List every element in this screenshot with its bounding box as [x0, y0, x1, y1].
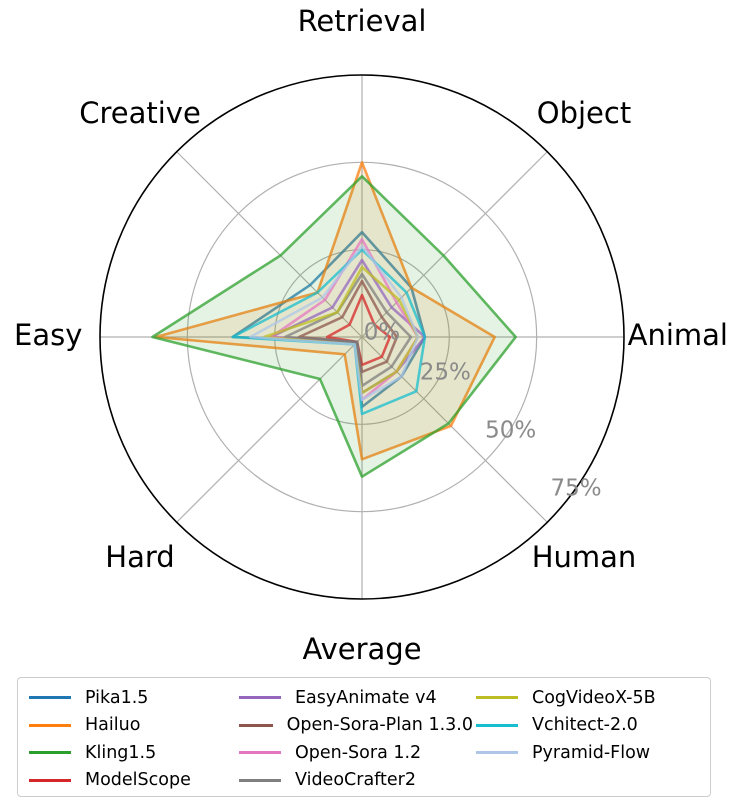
- legend-swatch: [476, 723, 518, 727]
- legend-swatch: [239, 778, 281, 782]
- axis-spoke: [176, 151, 363, 338]
- legend-item-cogvideox-5b: CogVideoX-5B: [473, 684, 683, 712]
- outer-frame: [99, 74, 625, 600]
- series-polygon-open-sora-plan-1-3-0: [297, 279, 399, 374]
- legend-label: VideoCrafter2: [295, 770, 416, 791]
- legend-empty-cell: [473, 767, 683, 795]
- legend-item-modelscope: ModelScope: [26, 767, 236, 795]
- legend-item-open-sora-1-2: Open-Sora 1.2: [236, 739, 473, 767]
- legend-item-vchitect-2-0: Vchitect-2.0: [473, 712, 683, 740]
- axis-label-average: Average: [302, 632, 421, 666]
- axis-spoke: [361, 336, 548, 523]
- legend-item-hailuo: Hailuo: [26, 712, 236, 740]
- series-polygon-vchitect-2-0: [231, 248, 427, 416]
- legend-item-easyanimate-v4: EasyAnimate v4: [236, 684, 473, 712]
- chart-legend: Pika1.5 EasyAnimate v4 CogVideoX-5B Hailuo O…: [17, 677, 711, 797]
- radial-tick-label: 50%: [485, 417, 536, 443]
- legend-item-open-sora-plan-1-3-0: Open-Sora-Plan 1.3.0: [236, 712, 473, 740]
- legend-label: Kling1.5: [85, 742, 157, 763]
- legend-item-pyramid-flow: Pyramid-Flow: [473, 739, 683, 767]
- legend-swatch: [239, 723, 273, 727]
- radar-series: [151, 161, 518, 479]
- legend-label: Open-Sora-Plan 1.3.0: [286, 715, 473, 736]
- axis-label-easy: Easy: [14, 318, 82, 352]
- legend-item-pika1-5: Pika1.5: [26, 684, 236, 712]
- legend-swatch: [476, 696, 518, 700]
- radial-tick-label: 75%: [550, 475, 601, 501]
- legend-swatch: [29, 696, 71, 700]
- axis-spoke: [361, 151, 548, 338]
- radial-tick-label: 0%: [364, 320, 401, 346]
- legend-item-videocrafter2: VideoCrafter2: [236, 767, 473, 795]
- legend-label: CogVideoX-5B: [532, 687, 656, 708]
- legend-swatch: [29, 778, 71, 782]
- series-polygon-pyramid-flow: [248, 244, 420, 402]
- axis-label-object: Object: [537, 96, 631, 130]
- legend-grid: Pika1.5 EasyAnimate v4 CogVideoX-5B Hailuo O…: [26, 684, 683, 794]
- legend-swatch: [29, 751, 71, 755]
- series-polygon-kling1-5: [151, 175, 518, 479]
- legend-label: Open-Sora 1.2: [295, 742, 422, 763]
- legend-item-kling1-5: Kling1.5: [26, 739, 236, 767]
- axis-label-human: Human: [532, 540, 637, 574]
- radial-tick-label: 25%: [420, 359, 471, 385]
- axis-spoke: [176, 336, 363, 523]
- axis-label-creative: Creative: [79, 96, 201, 130]
- legend-swatch: [476, 751, 518, 755]
- axis-label-retrieval: Retrieval: [298, 4, 427, 38]
- legend-swatch: [29, 723, 71, 727]
- legend-swatch: [239, 751, 281, 755]
- radar-plot: 0% 25% 50% 75% Retrieval Object Animal Human Ave…: [14, 4, 728, 666]
- axis-label-hard: Hard: [105, 540, 174, 574]
- legend-swatch: [239, 696, 281, 700]
- legend-label: ModelScope: [85, 770, 191, 791]
- radar-labels: 0% 25% 50% 75% Retrieval Object Animal Human Ave…: [14, 4, 728, 666]
- legend-label: Pika1.5: [85, 687, 149, 708]
- legend-label: EasyAnimate v4: [295, 687, 437, 708]
- legend-label: Vchitect-2.0: [532, 715, 638, 736]
- axis-label-animal: Animal: [628, 318, 728, 352]
- legend-label: Pyramid-Flow: [532, 742, 651, 763]
- legend-label: Hailuo: [85, 715, 141, 736]
